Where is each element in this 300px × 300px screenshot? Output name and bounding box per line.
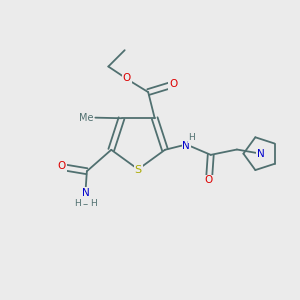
Text: O: O [123,74,131,83]
Text: O: O [205,176,213,185]
Text: –: – [83,200,88,209]
Text: O: O [169,79,177,89]
Text: O: O [58,161,66,172]
Text: N: N [257,149,265,159]
Text: H: H [188,134,195,142]
Text: Me: Me [80,112,94,123]
Text: H: H [90,200,97,208]
Text: S: S [134,165,142,175]
Text: N: N [182,141,190,151]
Text: H: H [74,200,80,208]
Text: N: N [82,188,89,198]
Text: N: N [257,149,265,159]
